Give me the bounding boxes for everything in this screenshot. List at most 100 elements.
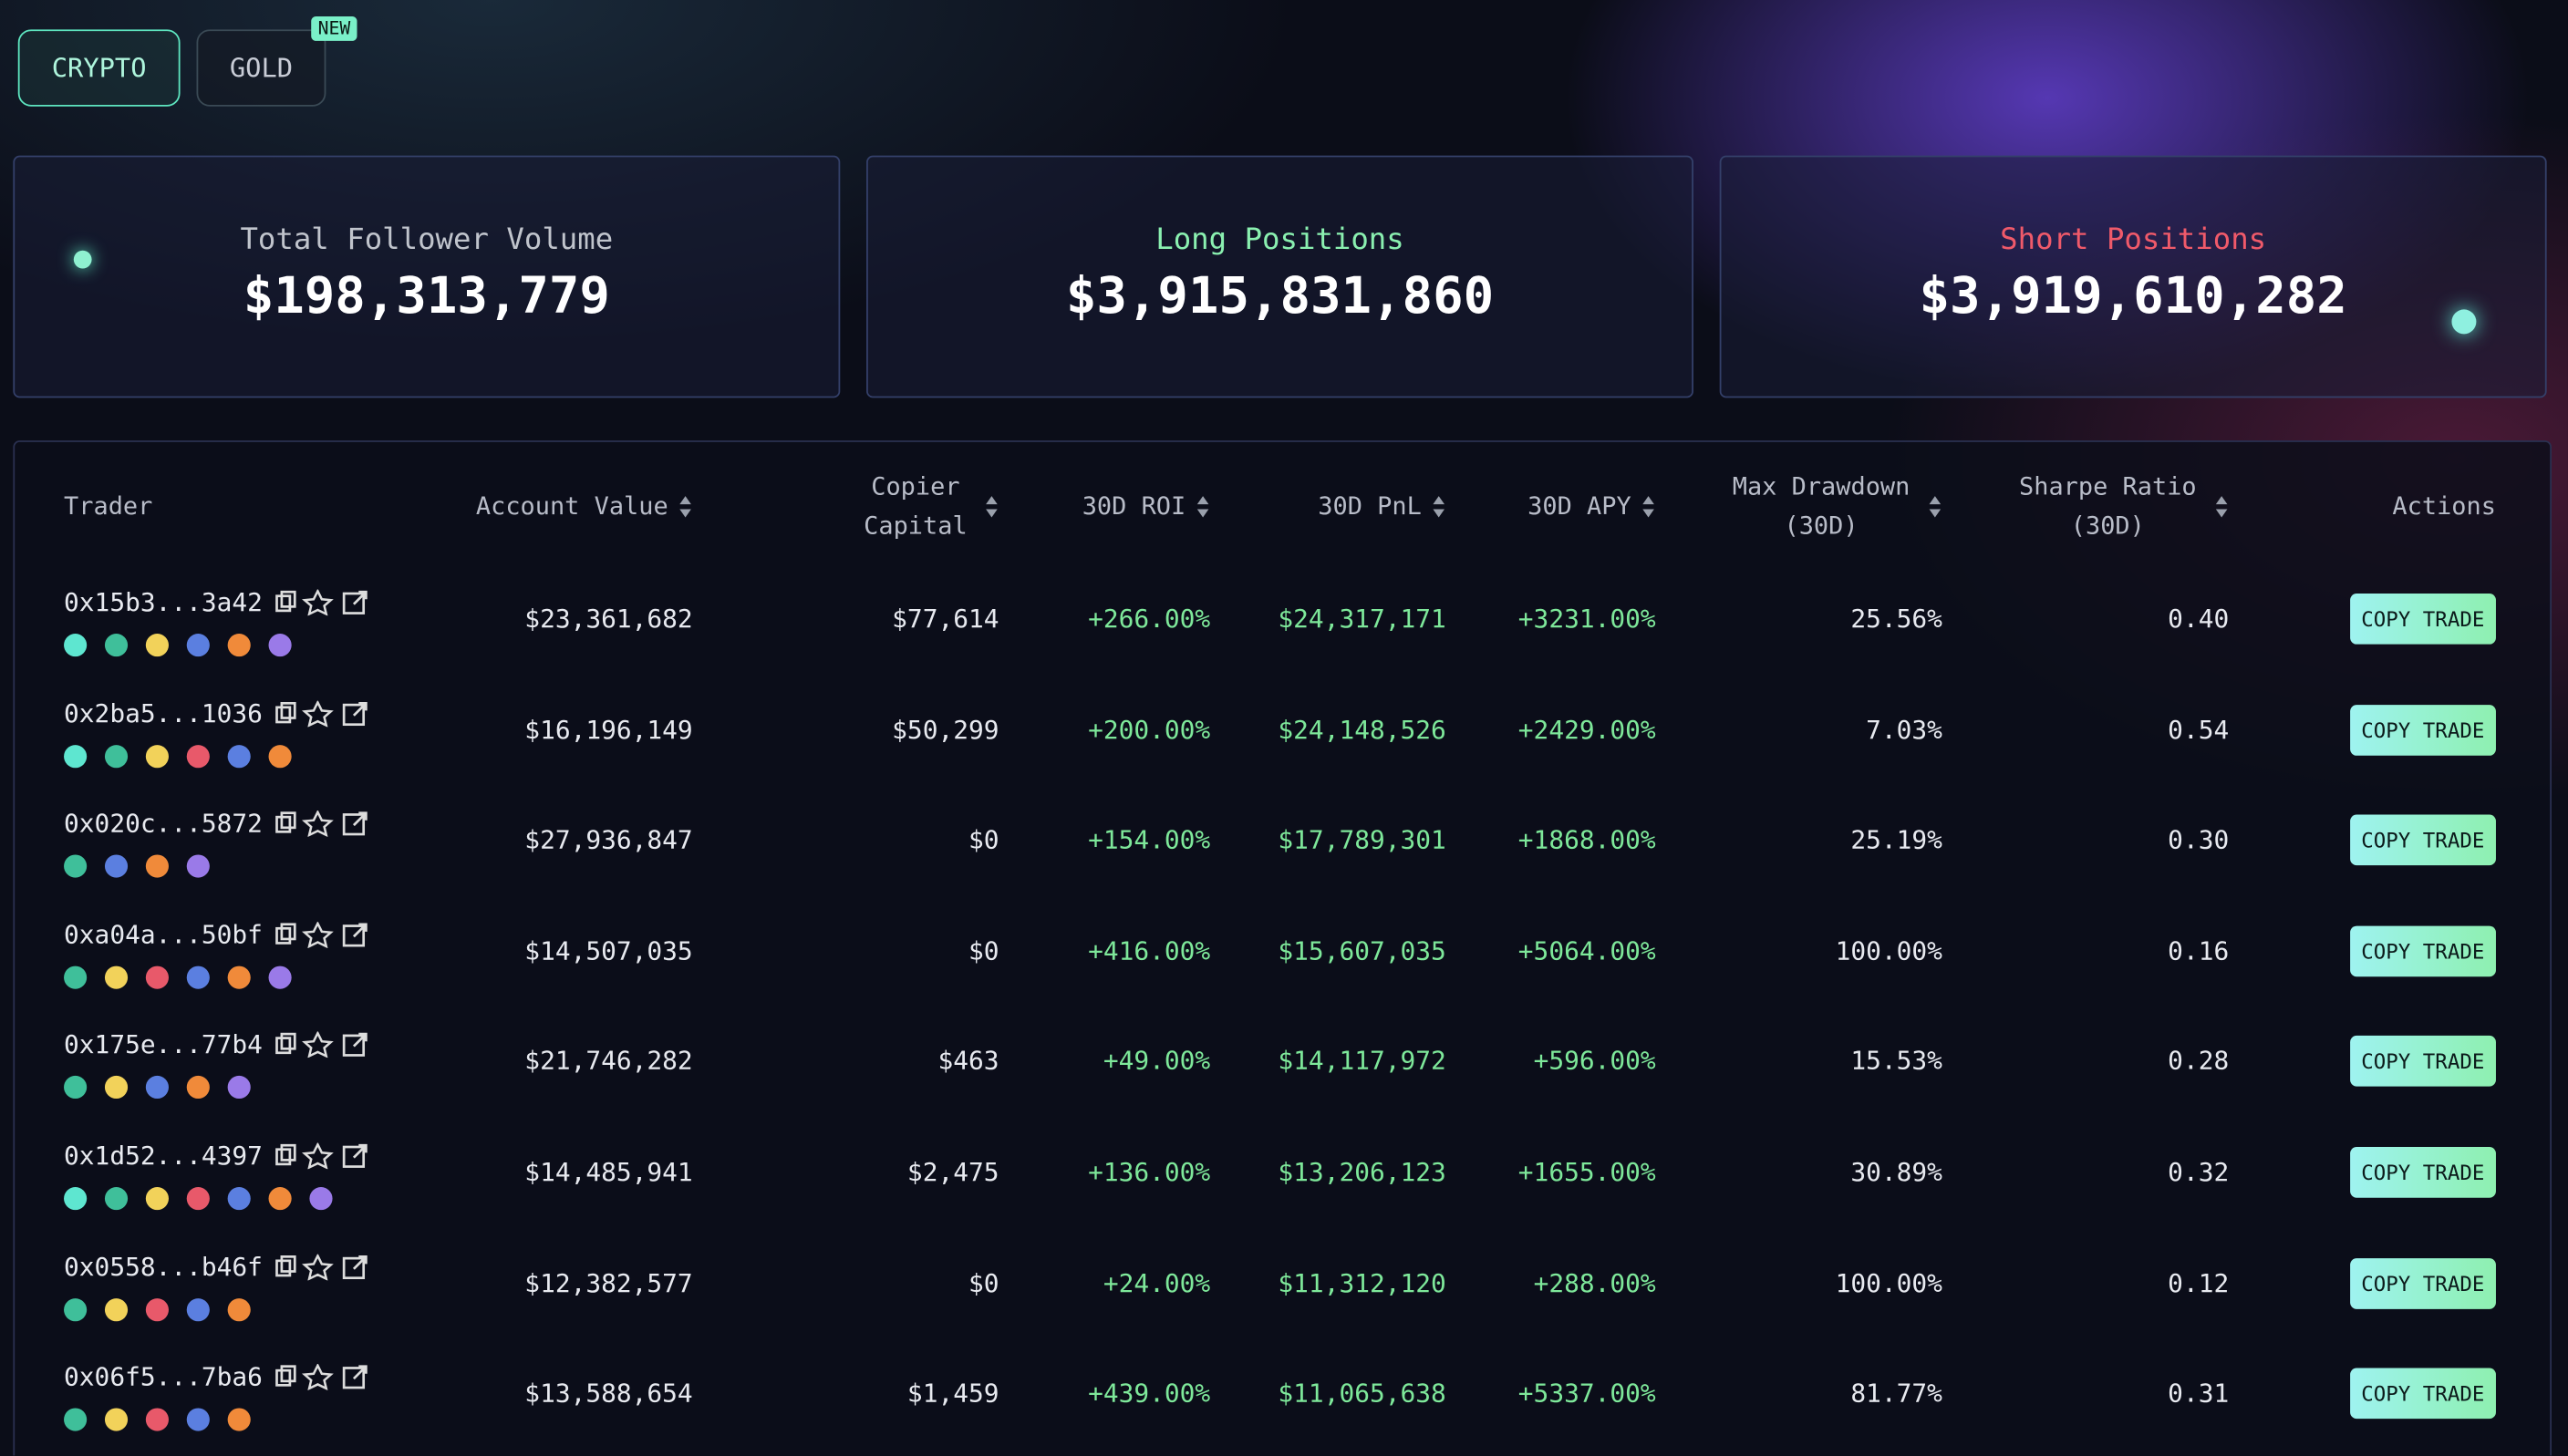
badge-icon: [309, 1187, 333, 1211]
row-actions-icons[interactable]: [273, 699, 374, 727]
cell: +266.00%: [1088, 604, 1211, 635]
address[interactable]: 0xa04a...50bf: [64, 919, 263, 950]
cell: $2,475: [906, 1157, 999, 1188]
address[interactable]: 0x0558...b46f: [64, 1252, 263, 1282]
cell: 81.77%: [1850, 1379, 1942, 1409]
row-actions-icons[interactable]: [273, 589, 374, 616]
badge-icon: [227, 966, 251, 989]
badge-icon: [64, 1408, 88, 1431]
row-actions-icons[interactable]: [273, 1032, 374, 1058]
row-actions-icons[interactable]: [273, 1253, 374, 1280]
cell: +1868.00%: [1517, 825, 1656, 855]
sort-icon[interactable]: [2214, 493, 2229, 518]
header-label: 30D APY: [1527, 490, 1631, 521]
row-actions-icons[interactable]: [273, 811, 374, 838]
sort-icon[interactable]: [1928, 493, 1942, 518]
address[interactable]: 0x15b3...3a42: [64, 587, 263, 618]
cell: $27,936,847: [524, 825, 693, 855]
header-label: Sharpe Ratio (30D): [2019, 471, 2197, 541]
badge-icon: [145, 1076, 169, 1100]
badge-icon: [145, 744, 169, 768]
sort-icon[interactable]: [1641, 493, 1655, 518]
cell: 0.31: [2168, 1379, 2230, 1409]
badge-icon: [227, 1187, 251, 1211]
copy-trade-button[interactable]: COPY TRADE: [2349, 814, 2496, 866]
column-header[interactable]: 30D ROI: [1082, 491, 1210, 521]
badge-icon: [227, 634, 251, 657]
badge-icon: [268, 1187, 292, 1211]
address[interactable]: 0x020c...5872: [64, 809, 263, 839]
address[interactable]: 0x175e...77b4: [64, 1030, 263, 1060]
badge-icon: [145, 966, 169, 989]
row-actions-icons[interactable]: [273, 921, 374, 948]
row-actions-icons[interactable]: [273, 1364, 374, 1391]
badge-icon: [186, 1187, 210, 1211]
badge-icon: [227, 744, 251, 768]
address[interactable]: 0x1d52...4397: [64, 1141, 263, 1172]
badge-icon: [186, 966, 210, 989]
stat-value: $198,313,779: [243, 266, 610, 326]
copy-trade-button[interactable]: COPY TRADE: [2349, 1036, 2496, 1088]
trader-badges: [64, 1296, 268, 1321]
sort-icon[interactable]: [1196, 493, 1210, 518]
badge-icon: [64, 1076, 88, 1100]
badge-icon: [104, 1076, 129, 1100]
trader-address: 0x2ba5...1036: [64, 698, 374, 728]
cell: +24.00%: [1103, 1268, 1211, 1298]
copy-trade-button[interactable]: COPY TRADE: [2349, 1147, 2496, 1198]
column-header[interactable]: 30D APY: [1527, 491, 1655, 521]
copy-trade-button[interactable]: COPY TRADE: [2349, 925, 2496, 976]
cell: +154.00%: [1088, 825, 1211, 855]
column-header[interactable]: 30D PnL: [1318, 491, 1445, 521]
trader-badges: [64, 1185, 350, 1211]
trader-address: 0x1d52...4397: [64, 1141, 374, 1171]
stat-label: Long Positions: [1155, 222, 1404, 257]
badge-icon: [186, 1408, 210, 1431]
badge-icon: [145, 1297, 169, 1321]
trader-address: 0xa04a...50bf: [64, 920, 374, 949]
trader-address: 0x175e...77b4: [64, 1030, 374, 1060]
row-actions-icons[interactable]: [273, 1142, 374, 1170]
header-label: Max Drawdown (30D): [1732, 471, 1910, 541]
address[interactable]: 0x06f5...7ba6: [64, 1362, 263, 1392]
badge-icon: [104, 634, 129, 657]
header-label: 30D PnL: [1318, 490, 1422, 521]
badge-icon: [186, 1076, 210, 1100]
trader-address: 0x0558...b46f: [64, 1252, 374, 1281]
sort-icon[interactable]: [1432, 493, 1446, 518]
header-label: 30D ROI: [1082, 490, 1186, 521]
badge-icon: [268, 744, 292, 768]
badge-icon: [145, 1408, 169, 1431]
copy-trade-button[interactable]: COPY TRADE: [2349, 1368, 2496, 1420]
badge-icon: [104, 1408, 129, 1431]
cell: 0.54: [2168, 715, 2230, 745]
cell: $77,614: [892, 604, 999, 635]
column-header[interactable]: Account Value: [476, 491, 693, 521]
copy-trade-button[interactable]: COPY TRADE: [2349, 1257, 2496, 1309]
cell: $463: [937, 1047, 999, 1077]
cell: 0.40: [2168, 604, 2230, 635]
badge-icon: [104, 1297, 129, 1321]
sort-icon[interactable]: [678, 493, 693, 518]
sort-icon[interactable]: [984, 493, 999, 518]
cell: +5337.00%: [1517, 1379, 1656, 1409]
cell: 0.16: [2168, 935, 2230, 966]
copy-trade-button[interactable]: COPY TRADE: [2349, 594, 2496, 645]
badge-icon: [186, 744, 210, 768]
trader-badges: [64, 1075, 268, 1100]
tab[interactable]: GOLD NEW: [196, 15, 357, 107]
cell: $50,299: [892, 715, 999, 745]
trader-badges: [64, 632, 309, 657]
column-header[interactable]: Sharpe Ratio (30D): [2011, 467, 2229, 545]
column-header[interactable]: Max Drawdown (30D): [1724, 467, 1942, 545]
cell: 25.56%: [1850, 604, 1942, 635]
copy-trade-button[interactable]: COPY TRADE: [2349, 704, 2496, 756]
address[interactable]: 0x2ba5...1036: [64, 698, 263, 728]
badge-icon: [64, 634, 88, 657]
header-label: Trader: [64, 490, 153, 521]
badge-icon: [145, 1187, 169, 1211]
cell: +439.00%: [1088, 1379, 1211, 1409]
tab[interactable]: CRYPTO: [17, 29, 181, 107]
badge-icon: [268, 634, 292, 657]
column-header[interactable]: Copier Capital: [856, 467, 999, 545]
